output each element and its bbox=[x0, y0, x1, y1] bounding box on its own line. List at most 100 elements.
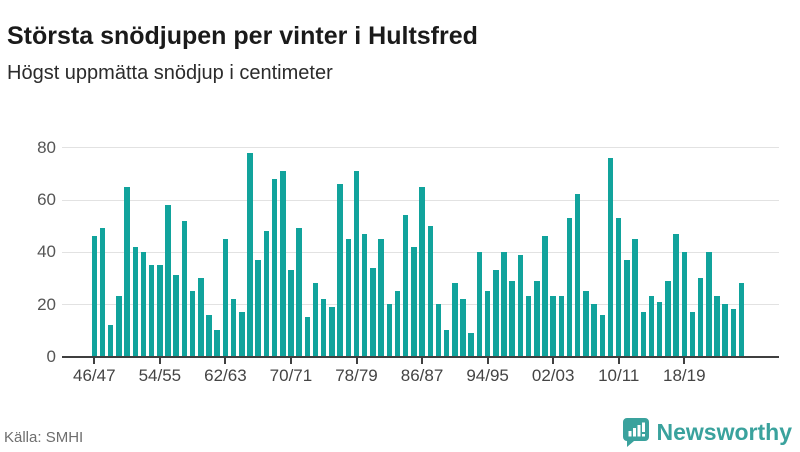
bar-68/69 bbox=[271, 178, 278, 357]
bar-51/52 bbox=[132, 246, 139, 357]
bar-76/77 bbox=[337, 183, 343, 357]
newsworthy-logo[interactable]: Newsworthy bbox=[622, 417, 792, 447]
bar-60/61 bbox=[206, 314, 212, 357]
y-tick-label: 40 bbox=[37, 242, 56, 262]
bar-11/12 bbox=[624, 259, 630, 357]
x-axis-tick bbox=[93, 357, 96, 364]
bar-98/99 bbox=[517, 254, 524, 357]
bar-66/67 bbox=[255, 259, 261, 357]
bar-65/66 bbox=[247, 152, 253, 357]
x-axis-tick bbox=[289, 357, 292, 364]
bar-53/54 bbox=[148, 264, 155, 357]
x-tick-label: 02/03 bbox=[531, 365, 575, 385]
bar-50/51 bbox=[124, 186, 130, 357]
bar-97/98 bbox=[509, 280, 515, 357]
bar-07/08 bbox=[591, 304, 597, 357]
bar-89/90 bbox=[443, 330, 450, 357]
bar-83/84 bbox=[394, 291, 401, 357]
x-tick-label: 18/19 bbox=[662, 365, 706, 385]
bar-02/03 bbox=[550, 296, 556, 357]
x-tick-label: 78/79 bbox=[335, 365, 378, 385]
bar-85/86 bbox=[411, 246, 417, 357]
bar-73/74 bbox=[312, 283, 319, 357]
bar-48/49 bbox=[107, 325, 114, 357]
bar-79/80 bbox=[361, 233, 368, 357]
bar-81/82 bbox=[378, 238, 384, 357]
source-label: Källa: SMHI bbox=[4, 429, 84, 446]
bar-62/63 bbox=[222, 238, 229, 357]
bar-88/89 bbox=[435, 304, 442, 357]
bar-chart-speech-bubble-icon bbox=[622, 417, 649, 447]
y-tick-label: 0 bbox=[46, 347, 56, 366]
x-tick-label: 46/47 bbox=[73, 365, 116, 385]
x-tick-label: 86/87 bbox=[400, 365, 444, 385]
bar-17/18 bbox=[673, 233, 679, 357]
bar-14/15 bbox=[648, 296, 655, 357]
bar-01/02 bbox=[542, 236, 548, 357]
x-axis-tick bbox=[355, 357, 358, 364]
bar-64/65 bbox=[239, 312, 245, 357]
bar-49/50 bbox=[116, 296, 122, 357]
bar-22/23 bbox=[714, 296, 720, 357]
bar-15/16 bbox=[656, 301, 663, 357]
bar-54/55 bbox=[157, 264, 163, 357]
page-title: Största snödjupen per vinter i Hultsfred bbox=[7, 21, 478, 50]
gridline-y-80 bbox=[62, 147, 779, 149]
x-tick-label: 70/71 bbox=[269, 365, 313, 385]
bar-82/83 bbox=[386, 304, 393, 357]
x-axis-tick bbox=[683, 357, 686, 364]
x-tick-label: 10/11 bbox=[598, 365, 640, 385]
bar-93/94 bbox=[476, 251, 483, 357]
bar-80/81 bbox=[370, 267, 376, 357]
y-tick-label: 80 bbox=[37, 137, 56, 157]
bar-71/72 bbox=[296, 228, 302, 357]
bar-59/60 bbox=[198, 278, 204, 357]
brand-wordmark: Newsworthy bbox=[656, 418, 792, 445]
bar-69/70 bbox=[280, 170, 286, 357]
bar-04/05 bbox=[566, 217, 573, 357]
bar-47/48 bbox=[99, 228, 106, 357]
bar-91/92 bbox=[460, 298, 466, 357]
bar-52/53 bbox=[140, 251, 147, 357]
bar-05/06 bbox=[574, 194, 581, 357]
bar-20/21 bbox=[697, 278, 704, 357]
x-axis-line bbox=[62, 355, 779, 358]
bar-12/13 bbox=[632, 238, 638, 357]
bar-19/20 bbox=[689, 312, 696, 357]
bar-74/75 bbox=[320, 298, 327, 357]
bar-90/91 bbox=[452, 283, 458, 357]
y-tick-label: 60 bbox=[37, 190, 56, 210]
bar-96/97 bbox=[501, 251, 507, 357]
bar-75/76 bbox=[329, 306, 335, 357]
bar-55/56 bbox=[165, 204, 171, 357]
bar-16/17 bbox=[665, 280, 671, 357]
bar-57/58 bbox=[181, 220, 188, 357]
bar-23/24 bbox=[722, 304, 728, 357]
bar-92/93 bbox=[468, 332, 474, 357]
bar-18/19 bbox=[681, 251, 688, 357]
x-axis-tick bbox=[158, 357, 161, 364]
x-axis-tick bbox=[552, 357, 555, 364]
bar-56/57 bbox=[173, 275, 179, 357]
bar-84/85 bbox=[402, 215, 409, 357]
bar-72/73 bbox=[304, 317, 311, 357]
bar-63/64 bbox=[230, 298, 237, 357]
bar-03/04 bbox=[558, 296, 565, 357]
bar-86/87 bbox=[419, 186, 425, 357]
bar-58/59 bbox=[189, 291, 196, 357]
bar-10/11 bbox=[615, 217, 622, 357]
bar-00/01 bbox=[534, 280, 540, 357]
x-axis-tick bbox=[617, 357, 620, 364]
bar-77/78 bbox=[345, 238, 352, 357]
x-tick-label: 94/95 bbox=[466, 365, 509, 385]
bar-67/68 bbox=[263, 230, 270, 357]
bar-13/14 bbox=[640, 312, 647, 357]
bar-21/22 bbox=[706, 251, 712, 357]
bar-99/00 bbox=[525, 296, 532, 357]
bar-06/07 bbox=[583, 291, 589, 357]
bar-61/62 bbox=[214, 330, 220, 357]
bar-25/26 bbox=[738, 283, 745, 357]
bar-70/71 bbox=[288, 270, 294, 357]
y-tick-label: 20 bbox=[37, 294, 56, 314]
